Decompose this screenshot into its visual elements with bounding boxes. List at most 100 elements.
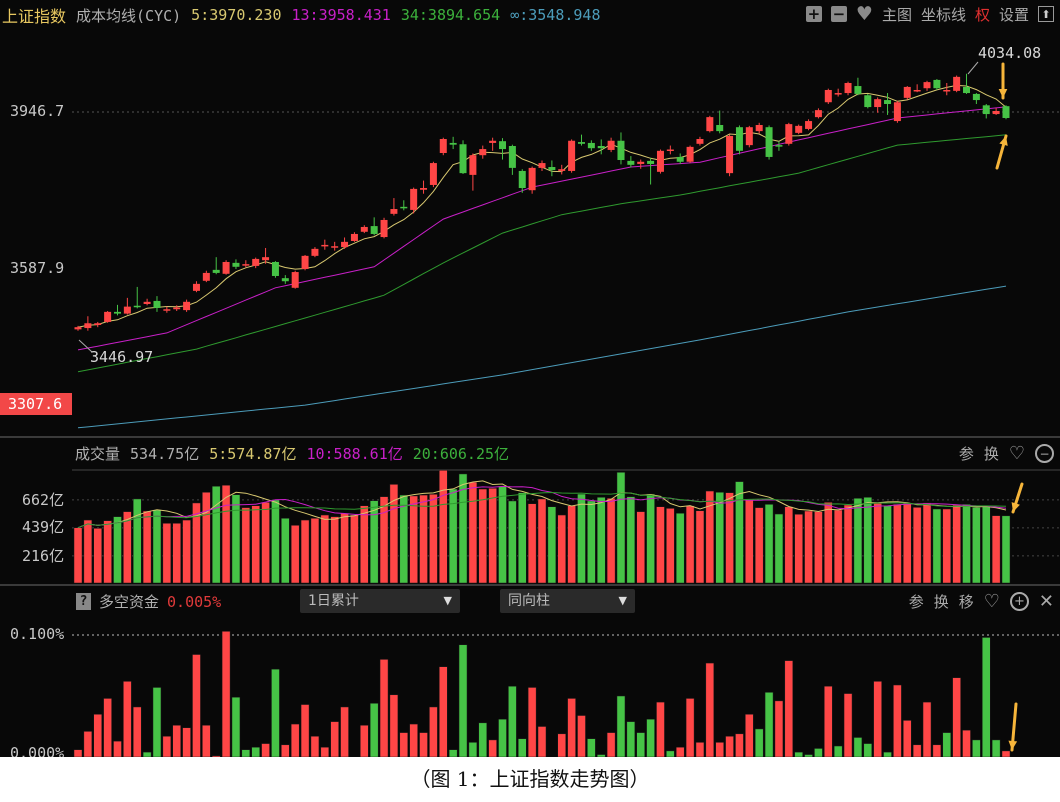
fund-bar bbox=[399, 732, 409, 757]
fund-bar bbox=[419, 732, 428, 757]
fund-bar bbox=[814, 748, 823, 757]
volume-bar bbox=[903, 503, 912, 584]
fund-bar bbox=[518, 738, 527, 757]
fund-bar bbox=[192, 654, 201, 757]
period-select[interactable]: 1日累计 ▼ bbox=[300, 589, 460, 613]
fund-move-button[interactable]: 移 bbox=[958, 593, 974, 611]
volume-bar bbox=[439, 470, 448, 584]
volume-zoom-out-icon[interactable]: − bbox=[1035, 444, 1054, 463]
indicator-name: 成本均线(CYC) bbox=[76, 6, 182, 25]
volume-params-button[interactable]: 参 bbox=[958, 445, 974, 463]
volume-switch-button[interactable]: 换 bbox=[983, 445, 999, 463]
volume-bar bbox=[725, 492, 734, 584]
candle-body bbox=[844, 82, 852, 94]
volume-bar bbox=[685, 505, 695, 584]
fund-bar bbox=[932, 744, 942, 757]
ma34-line bbox=[77, 134, 1007, 373]
candle-body bbox=[666, 149, 674, 152]
fund-bar bbox=[764, 692, 774, 757]
fund-bar bbox=[379, 659, 389, 757]
fund-bar bbox=[952, 677, 961, 757]
main-chart-button[interactable]: 主图 bbox=[881, 5, 912, 24]
volume-bar bbox=[83, 519, 93, 584]
crosshair-button[interactable]: 坐标线 bbox=[920, 5, 966, 24]
fund-bar bbox=[991, 739, 1001, 757]
style-select[interactable]: 同向柱 ▼ bbox=[500, 589, 635, 613]
candle-body bbox=[538, 163, 546, 168]
volume-bar bbox=[596, 497, 606, 584]
zoom-in-button[interactable]: + bbox=[805, 5, 822, 23]
fund-bar bbox=[557, 733, 566, 757]
favorite-heart-icon[interactable]: ♥ bbox=[855, 3, 873, 25]
volume-bar bbox=[399, 494, 409, 584]
fund-bar bbox=[873, 681, 882, 757]
candle-body bbox=[775, 145, 783, 147]
volume-bar bbox=[73, 527, 83, 584]
volume-favorite-heart-icon[interactable]: ♡ bbox=[1008, 443, 1025, 464]
candle-body bbox=[143, 301, 151, 304]
expand-up-icon[interactable]: ⬆ bbox=[1038, 6, 1054, 22]
volume-bar bbox=[675, 513, 685, 584]
volume-bar bbox=[853, 498, 863, 584]
volume-bar bbox=[103, 520, 112, 584]
candle-body bbox=[74, 327, 82, 330]
volume-bar bbox=[616, 472, 626, 584]
volume-bar bbox=[883, 505, 892, 584]
candle-body bbox=[153, 300, 161, 308]
fund-favorite-heart-icon[interactable]: ♡ bbox=[983, 591, 1000, 612]
volume-bar bbox=[527, 503, 537, 584]
candle-body bbox=[745, 127, 753, 146]
settings-button[interactable]: 设置 bbox=[998, 5, 1029, 24]
volume-bar bbox=[231, 494, 241, 584]
candle-body bbox=[755, 124, 763, 132]
fund-bar bbox=[972, 739, 981, 757]
chevron-down-icon: ▼ bbox=[443, 594, 452, 607]
volume-bar bbox=[93, 528, 102, 584]
fund-bar bbox=[498, 718, 507, 757]
fund-bar bbox=[458, 644, 468, 757]
candle-body bbox=[824, 89, 832, 103]
volume-bar bbox=[626, 496, 636, 584]
candle-body bbox=[459, 144, 467, 174]
fund-bar bbox=[488, 739, 497, 757]
candle-body bbox=[192, 283, 200, 291]
fund-bar bbox=[340, 706, 349, 757]
volume-bar bbox=[211, 486, 221, 584]
fund-bar bbox=[162, 736, 172, 757]
fund-bar bbox=[320, 746, 330, 757]
current-low-price-label: 3307.6 bbox=[0, 393, 72, 415]
volume-bar bbox=[192, 502, 201, 584]
fund-bar bbox=[833, 745, 843, 757]
volume-bar bbox=[843, 504, 853, 584]
high-price-annotation: 4034.08 bbox=[978, 44, 1042, 62]
chart-canvas[interactable] bbox=[0, 0, 1060, 757]
candle-body bbox=[380, 219, 388, 238]
ma-inf-value: ∞:3548.948 bbox=[510, 6, 601, 24]
volume-bar bbox=[833, 509, 843, 584]
fund-bar bbox=[73, 749, 83, 757]
volume-bar bbox=[300, 519, 310, 584]
candle-body bbox=[558, 169, 566, 171]
fund-bar bbox=[735, 733, 744, 757]
volume-bar bbox=[764, 504, 774, 584]
fund-bar bbox=[202, 725, 211, 757]
fund-bar bbox=[281, 744, 290, 757]
close-icon[interactable]: ✕ bbox=[1038, 591, 1054, 612]
candle-body bbox=[577, 142, 585, 144]
volume-bar bbox=[557, 514, 566, 584]
fund-bar bbox=[508, 685, 517, 757]
candle-body bbox=[429, 163, 437, 185]
fund-zoom-in-icon[interactable]: + bbox=[1009, 592, 1029, 611]
fund-params-button[interactable]: 参 bbox=[908, 593, 924, 611]
fund-bar bbox=[113, 740, 122, 757]
rights-button[interactable]: 权 bbox=[974, 5, 990, 24]
volume-ma20-line bbox=[77, 491, 1007, 529]
fund-bar bbox=[577, 715, 586, 757]
fund-bar bbox=[182, 727, 191, 757]
fund-switch-button[interactable]: 换 bbox=[933, 593, 949, 611]
fund-bar bbox=[745, 714, 754, 757]
fund-bar bbox=[221, 631, 231, 757]
fund-bar bbox=[251, 746, 260, 757]
zoom-out-button[interactable]: − bbox=[830, 5, 847, 23]
help-icon[interactable]: ? bbox=[76, 593, 91, 610]
